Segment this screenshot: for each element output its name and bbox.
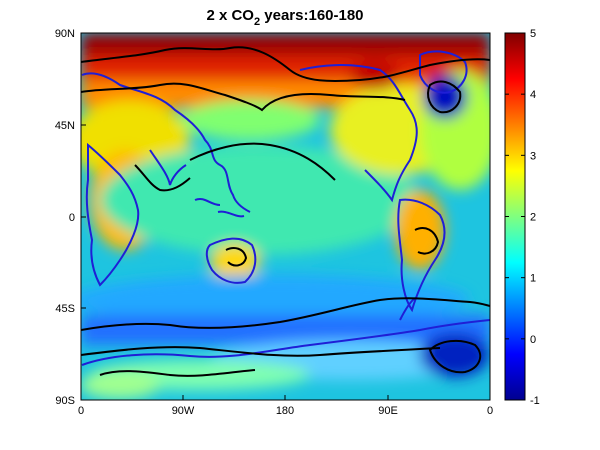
colorbar-tick-label: 5 xyxy=(530,28,536,40)
y-tick-90s: 90S xyxy=(55,395,75,407)
y-tick-0: 0 xyxy=(69,212,75,224)
contour-tropics-2 xyxy=(134,164,191,192)
coast-africa-eurasia xyxy=(81,72,251,213)
colorbar-tick-label: 1 xyxy=(530,273,536,285)
coast-south-america xyxy=(397,198,446,313)
contour-australia xyxy=(225,247,248,267)
x-axis: 0 90W 180 90E 0 xyxy=(78,395,493,417)
map-title: 2 x CO2 years:160-180 xyxy=(206,7,363,28)
x-tick-0-right: 0 xyxy=(487,405,493,417)
coast-asia-islands xyxy=(194,198,245,218)
colorbar-tick-label: 0 xyxy=(530,334,536,346)
coast-australia xyxy=(205,237,257,284)
contour-pacific-cold xyxy=(427,80,462,114)
coast-africa xyxy=(85,142,140,287)
y-tick-90n: 90N xyxy=(55,28,75,40)
contour-north-2 xyxy=(81,82,406,112)
x-tick-90w: 90W xyxy=(172,405,195,417)
colorbar-tick-label: 4 xyxy=(530,89,536,101)
y-tick-45s: 45S xyxy=(55,303,75,315)
temperature-field xyxy=(81,33,490,400)
contour-south-america xyxy=(414,227,440,255)
contour-lines xyxy=(81,46,490,377)
x-tick-0-left: 0 xyxy=(78,405,84,417)
contour-north-1 xyxy=(81,46,490,82)
y-axis: 90N 45N 0 45S 90S xyxy=(55,28,86,407)
coastlines xyxy=(81,50,490,366)
field-blobs xyxy=(81,33,490,399)
coast-north-america xyxy=(299,64,418,203)
y-tick-45n: 45N xyxy=(55,120,75,132)
contour-antarctic xyxy=(99,369,256,377)
coast-india xyxy=(149,149,187,186)
contour-tropics-1 xyxy=(189,142,336,181)
colorbar-ticks: -1 0 1 2 3 4 5 xyxy=(505,28,540,407)
contour-south-1 xyxy=(81,297,490,331)
contour-weddell-cold xyxy=(428,339,482,374)
x-tick-90e: 90E xyxy=(378,405,398,417)
coast-antarctica xyxy=(81,319,490,366)
colorbar-tick-label: 3 xyxy=(530,150,536,162)
contour-south-2 xyxy=(81,346,441,357)
colorbar: -1 0 1 2 3 4 5 xyxy=(504,28,540,407)
colorbar-tick-label: -1 xyxy=(530,395,540,407)
colorbar-tick-label: 2 xyxy=(530,212,536,224)
x-tick-180: 180 xyxy=(276,405,294,417)
